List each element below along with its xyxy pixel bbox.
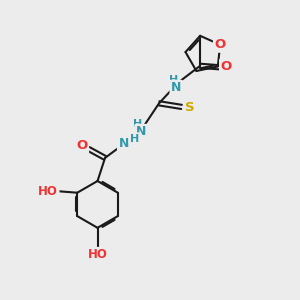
Text: N: N — [171, 81, 181, 94]
Text: S: S — [185, 101, 195, 114]
Text: HO: HO — [88, 248, 107, 261]
Text: H: H — [130, 134, 139, 144]
Text: H: H — [133, 119, 142, 129]
Text: HO: HO — [38, 185, 58, 198]
Text: O: O — [76, 140, 88, 152]
Text: N: N — [118, 137, 129, 150]
Text: N: N — [136, 125, 146, 138]
Text: O: O — [220, 60, 232, 73]
Text: H: H — [169, 75, 178, 85]
Text: O: O — [214, 38, 226, 51]
